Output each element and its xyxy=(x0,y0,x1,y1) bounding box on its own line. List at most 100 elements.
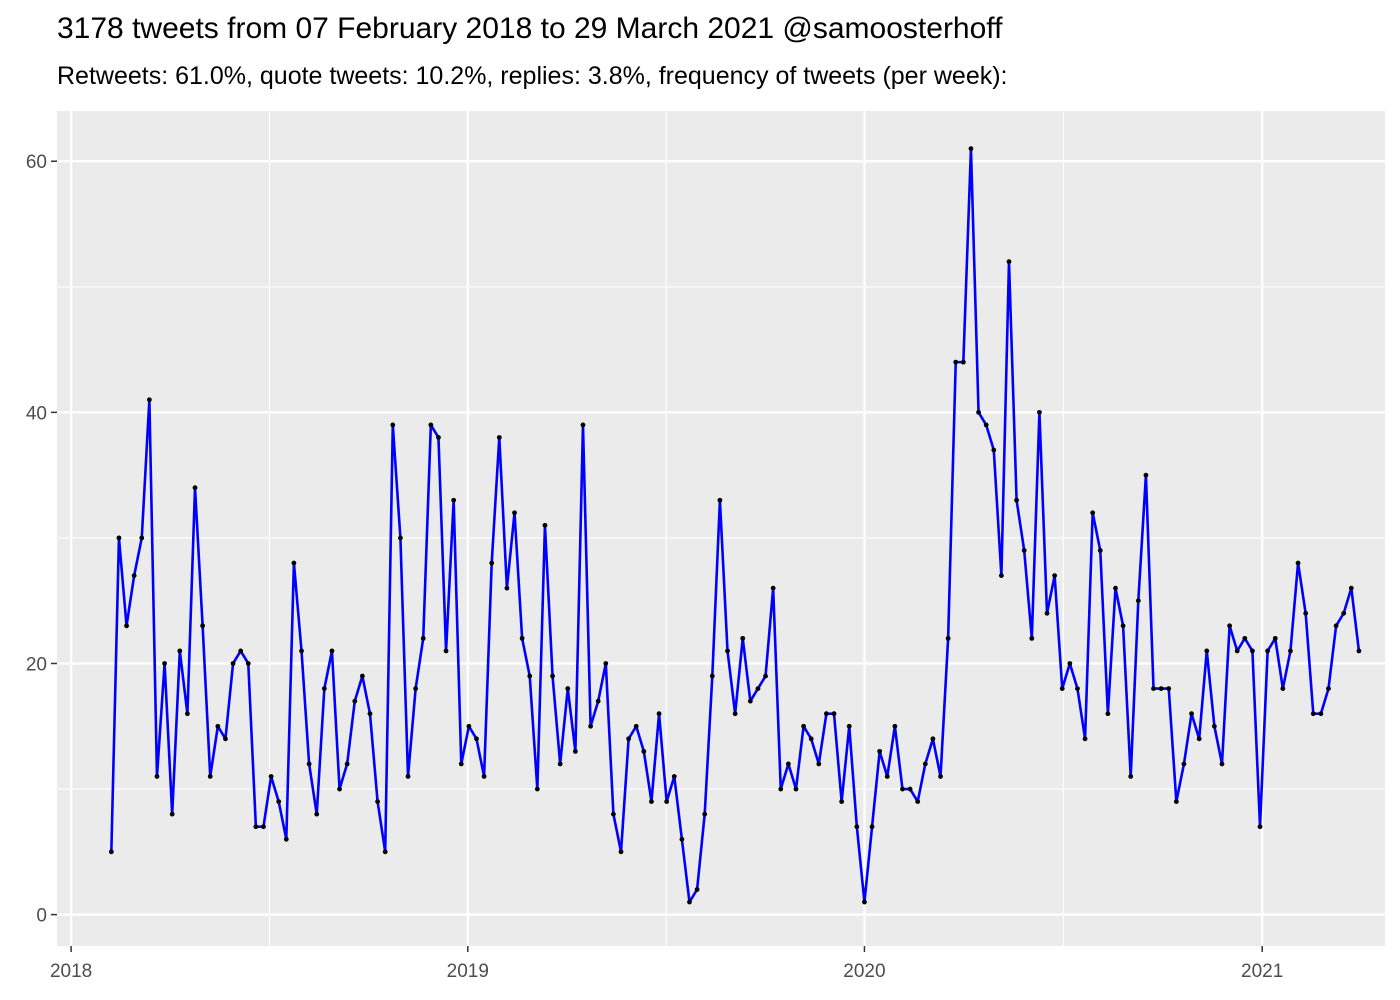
data-point xyxy=(1075,686,1080,691)
data-point xyxy=(884,774,890,779)
data-point xyxy=(953,359,959,365)
data-point xyxy=(1151,686,1156,691)
data-point xyxy=(938,774,943,779)
data-point xyxy=(253,824,259,830)
data-point xyxy=(1059,686,1065,691)
data-point xyxy=(1288,648,1293,654)
data-point xyxy=(1196,736,1202,742)
data-point xyxy=(1044,610,1050,616)
x-tick-label: 2021 xyxy=(1241,961,1283,982)
data-point xyxy=(1173,799,1179,804)
chart-title: 3178 tweets from 07 February 2018 to 29 … xyxy=(57,12,1003,45)
data-point xyxy=(671,774,677,779)
data-point xyxy=(1310,711,1316,717)
data-point xyxy=(824,711,829,717)
data-point xyxy=(192,485,198,491)
data-point xyxy=(169,811,175,817)
data-point xyxy=(877,748,883,754)
data-point xyxy=(831,711,837,717)
y-tick-label: 0 xyxy=(36,906,47,927)
data-point xyxy=(314,811,320,817)
data-point xyxy=(1105,711,1111,717)
data-point xyxy=(603,661,609,666)
data-point xyxy=(519,635,525,641)
chart-subtitle: Retweets: 61.0%, quote tweets: 10.2%, re… xyxy=(57,62,1008,90)
data-point xyxy=(261,824,266,830)
y-tick-label: 60 xyxy=(26,152,47,173)
data-point xyxy=(785,761,791,767)
data-point xyxy=(588,723,593,729)
data-point xyxy=(793,786,799,792)
data-point xyxy=(839,799,845,804)
data-point xyxy=(321,686,327,691)
data-point xyxy=(649,799,654,804)
data-point xyxy=(846,723,852,729)
data-point xyxy=(808,736,814,742)
data-point xyxy=(245,661,251,666)
data-point xyxy=(550,673,555,679)
data-point xyxy=(496,435,502,440)
data-point xyxy=(474,736,479,742)
data-point xyxy=(1234,648,1240,654)
x-tick-label: 2018 xyxy=(50,961,92,982)
y-tick-label: 40 xyxy=(26,403,47,424)
data-point xyxy=(641,748,647,754)
data-point xyxy=(725,648,730,654)
data-point xyxy=(352,698,358,704)
data-point xyxy=(1037,409,1042,415)
data-point xyxy=(291,560,297,566)
data-point xyxy=(1067,661,1073,666)
data-point xyxy=(405,774,411,779)
data-point xyxy=(436,435,441,440)
data-point xyxy=(329,648,335,654)
data-point xyxy=(443,648,449,654)
data-point xyxy=(770,585,776,591)
data-point xyxy=(504,585,510,591)
data-point xyxy=(527,673,533,679)
data-point xyxy=(976,409,981,415)
data-point xyxy=(656,711,662,717)
x-tick-label: 2019 xyxy=(447,961,489,982)
data-point xyxy=(367,711,373,717)
data-point xyxy=(998,573,1004,578)
data-point xyxy=(740,635,746,641)
data-point xyxy=(565,686,571,691)
data-point xyxy=(1021,548,1027,553)
data-point xyxy=(717,497,723,503)
data-point xyxy=(420,635,426,641)
data-point xyxy=(611,811,616,817)
data-point xyxy=(702,811,708,817)
data-point xyxy=(268,774,274,779)
data-point xyxy=(276,799,282,804)
data-point xyxy=(1242,635,1248,641)
data-point xyxy=(763,673,768,679)
data-point xyxy=(359,673,365,679)
data-point xyxy=(534,786,540,792)
data-point xyxy=(626,736,632,742)
data-point xyxy=(283,836,289,842)
data-point xyxy=(215,723,221,729)
data-point xyxy=(945,635,951,641)
data-point xyxy=(542,522,548,528)
data-point xyxy=(907,786,913,792)
tick-labels: 0 20 40 60 2018 2019 2020 2021 xyxy=(26,152,1283,982)
data-point xyxy=(991,447,997,453)
data-point xyxy=(512,510,517,516)
data-point xyxy=(1120,623,1126,629)
data-point xyxy=(968,146,974,152)
data-point xyxy=(892,723,898,729)
data-point xyxy=(687,899,692,905)
data-point xyxy=(755,686,761,691)
data-point xyxy=(854,824,860,830)
data-point xyxy=(572,748,578,754)
data-point xyxy=(306,761,312,767)
data-point xyxy=(489,560,495,566)
data-point xyxy=(960,359,966,365)
data-point xyxy=(481,774,487,779)
data-point xyxy=(1189,711,1194,717)
data-point xyxy=(869,824,875,830)
data-point xyxy=(1143,472,1149,478)
data-point xyxy=(1341,610,1347,616)
data-point xyxy=(337,786,342,792)
